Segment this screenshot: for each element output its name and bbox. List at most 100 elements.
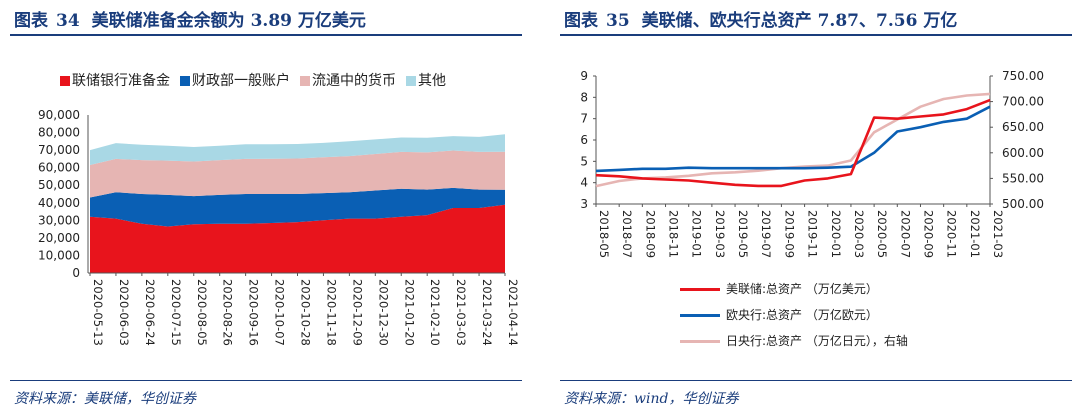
left-legend-item: 联储银行准备金 [60, 73, 170, 89]
right-y2-tick-label: 650.00 [1002, 120, 1044, 134]
left-x-tick-label: 2020-06-03 [117, 279, 131, 346]
right-legend-item: 日央行:总资产 （万亿日元），右轴 [680, 332, 908, 349]
right-title-text: 美联储、欧央行总资产 7.87、7.56 万亿 [641, 11, 958, 31]
right-x-tick-label: 2019-03 [713, 210, 727, 258]
right-legend-label: 欧央行:总资产 （万亿欧元） [726, 308, 878, 322]
left-x-tick-label: 2020-12-30 [376, 279, 390, 346]
left-legend-swatch [406, 76, 416, 86]
right-y-tick-label: 7 [580, 112, 588, 126]
right-y2-tick-label: 500.00 [1002, 197, 1044, 211]
right-legend-label: 美联储:总资产 （万亿美元） [726, 282, 878, 296]
left-title: 图表 34 美联储准备金余额为 3.89 万亿美元 [14, 6, 366, 31]
right-legend-line [680, 314, 720, 317]
left-x-tick-label: 2021-01-20 [402, 279, 416, 346]
left-y-tick-label: 90,000 [38, 108, 80, 122]
right-figure-number: 35 [606, 11, 630, 31]
left-legend-swatch [180, 76, 190, 86]
left-legend-label: 其他 [418, 73, 446, 89]
left-x-tick-label: 2020-09-16 [247, 279, 261, 346]
right-y-tick-label: 3 [580, 197, 588, 211]
right-x-tick-label: 2019-01 [690, 210, 704, 258]
left-y-tick-label: 60,000 [38, 161, 80, 175]
left-x-tick-label: 2021-03-24 [480, 279, 494, 346]
right-y-tick-label: 8 [580, 90, 588, 104]
left-x-tick-label: 2020-12-09 [350, 279, 364, 346]
right-x-tick-label: 2021-01 [968, 210, 982, 258]
left-legend: 联储银行准备金 财政部一般账户 流通中的货币 其他 [60, 70, 456, 90]
right-bottom-rule [560, 380, 1072, 381]
right-y-tick-label: 4 [580, 176, 588, 190]
right-y-tick-label: 6 [580, 133, 588, 147]
right-x-tick-label: 2020-05 [875, 210, 889, 258]
left-legend-swatch [300, 76, 310, 86]
right-top-rule [560, 34, 1072, 36]
left-y-tick-label: 20,000 [38, 231, 80, 245]
right-x-tick-label: 2018-07 [620, 210, 634, 258]
left-x-tick-label: 2020-10-28 [299, 279, 313, 346]
right-legend-line [680, 288, 720, 291]
right-x-tick-label: 2020-09 [921, 210, 935, 258]
left-legend-item: 财政部一般账户 [180, 73, 290, 89]
right-legend-line [680, 340, 720, 343]
left-title-text: 美联储准备金余额为 3.89 万亿美元 [91, 11, 366, 31]
left-x-tick-label: 2021-04-14 [506, 279, 520, 346]
area-series-2 [90, 150, 505, 198]
right-y2-tick-label: 700.00 [1002, 95, 1044, 109]
left-x-tick-label: 2020-05-13 [91, 279, 105, 346]
left-x-tick-label: 2020-08-05 [195, 279, 209, 346]
left-top-rule [10, 34, 522, 36]
right-x-tick-label: 2020-03 [852, 210, 866, 258]
left-x-tick-label: 2020-06-24 [143, 279, 157, 346]
left-y-tick-label: 70,000 [38, 143, 80, 157]
right-source: 资料来源：wind，华创证券 [564, 391, 739, 407]
area-series-0 [90, 204, 505, 273]
left-legend-label: 联储银行准备金 [72, 73, 170, 89]
right-y-tick-label: 5 [580, 154, 588, 168]
left-source: 资料来源：美联储，华创证券 [14, 391, 196, 407]
right-x-tick-label: 2018-05 [597, 210, 611, 258]
right-figure-label: 图表 [564, 11, 598, 31]
left-figure-label: 图表 [14, 11, 48, 31]
right-legend-item: 美联储:总资产 （万亿美元） [680, 280, 878, 297]
left-y-tick-label: 40,000 [38, 196, 80, 210]
right-x-tick-label: 2018-11 [667, 210, 681, 258]
area-series-3 [90, 134, 505, 165]
right-title: 图表 35 美联储、欧央行总资产 7.87、7.56 万亿 [564, 6, 957, 31]
right-x-tick-label: 2019-11 [806, 210, 820, 258]
right-x-tick-label: 2019-05 [736, 210, 750, 258]
area-series-1 [90, 187, 505, 227]
left-legend-item: 其他 [406, 73, 446, 89]
left-x-tick-label: 2021-03-03 [454, 279, 468, 346]
left-legend-label: 财政部一般账户 [192, 73, 290, 89]
left-x-tick-label: 2020-10-07 [273, 279, 287, 346]
right-y2-tick-label: 750.00 [1002, 69, 1044, 83]
left-legend-swatch [60, 76, 70, 86]
right-x-tick-label: 2019-09 [782, 210, 796, 258]
right-x-tick-label: 2018-09 [643, 210, 657, 258]
right-x-tick-label: 2020-11 [945, 210, 959, 258]
left-y-tick-label: 30,000 [38, 213, 80, 227]
right-panel: 图表 35 美联储、欧央行总资产 7.87、7.56 万亿 3 4 5 6 7 8 9 500.0… [550, 0, 1080, 416]
right-x-tick-label: 2019-07 [759, 210, 773, 258]
right-x-tick-label: 2020-07 [898, 210, 912, 258]
left-y-tick-label: 50,000 [38, 178, 80, 192]
left-legend-item: 流通中的货币 [300, 73, 396, 89]
right-legend-item: 欧央行:总资产 （万亿欧元） [680, 306, 878, 323]
left-panel: 图表 34 美联储准备金余额为 3.89 万亿美元 联储银行准备金 财政部一般账户 流通… [0, 0, 530, 416]
left-bottom-rule [10, 380, 522, 381]
left-legend-label: 流通中的货币 [312, 73, 396, 89]
left-figure-number: 34 [56, 11, 80, 31]
left-y-tick-label: 0 [72, 266, 80, 280]
left-y-tick-label: 80,000 [38, 126, 80, 140]
left-x-tick-label: 2020-11-18 [324, 279, 338, 346]
line-series-0 [595, 98, 991, 188]
right-line-chart: 3 4 5 6 7 8 9 500.00 550.00 600.00 650.00 700.00 750… [580, 69, 1044, 258]
line-series-2 [595, 92, 991, 188]
right-legend-label: 日央行:总资产 （万亿日元），右轴 [726, 334, 908, 348]
left-x-tick-label: 2021-02-10 [428, 279, 442, 346]
line-series-1 [595, 105, 991, 173]
left-x-tick-label: 2020-08-26 [221, 279, 235, 346]
left-area-chart: 0 10,000 20,000 30,000 40,000 50,000 60,000 70,… [38, 108, 520, 346]
right-y2-tick-label: 550.00 [1002, 171, 1044, 185]
right-y-tick-label: 9 [580, 69, 588, 83]
